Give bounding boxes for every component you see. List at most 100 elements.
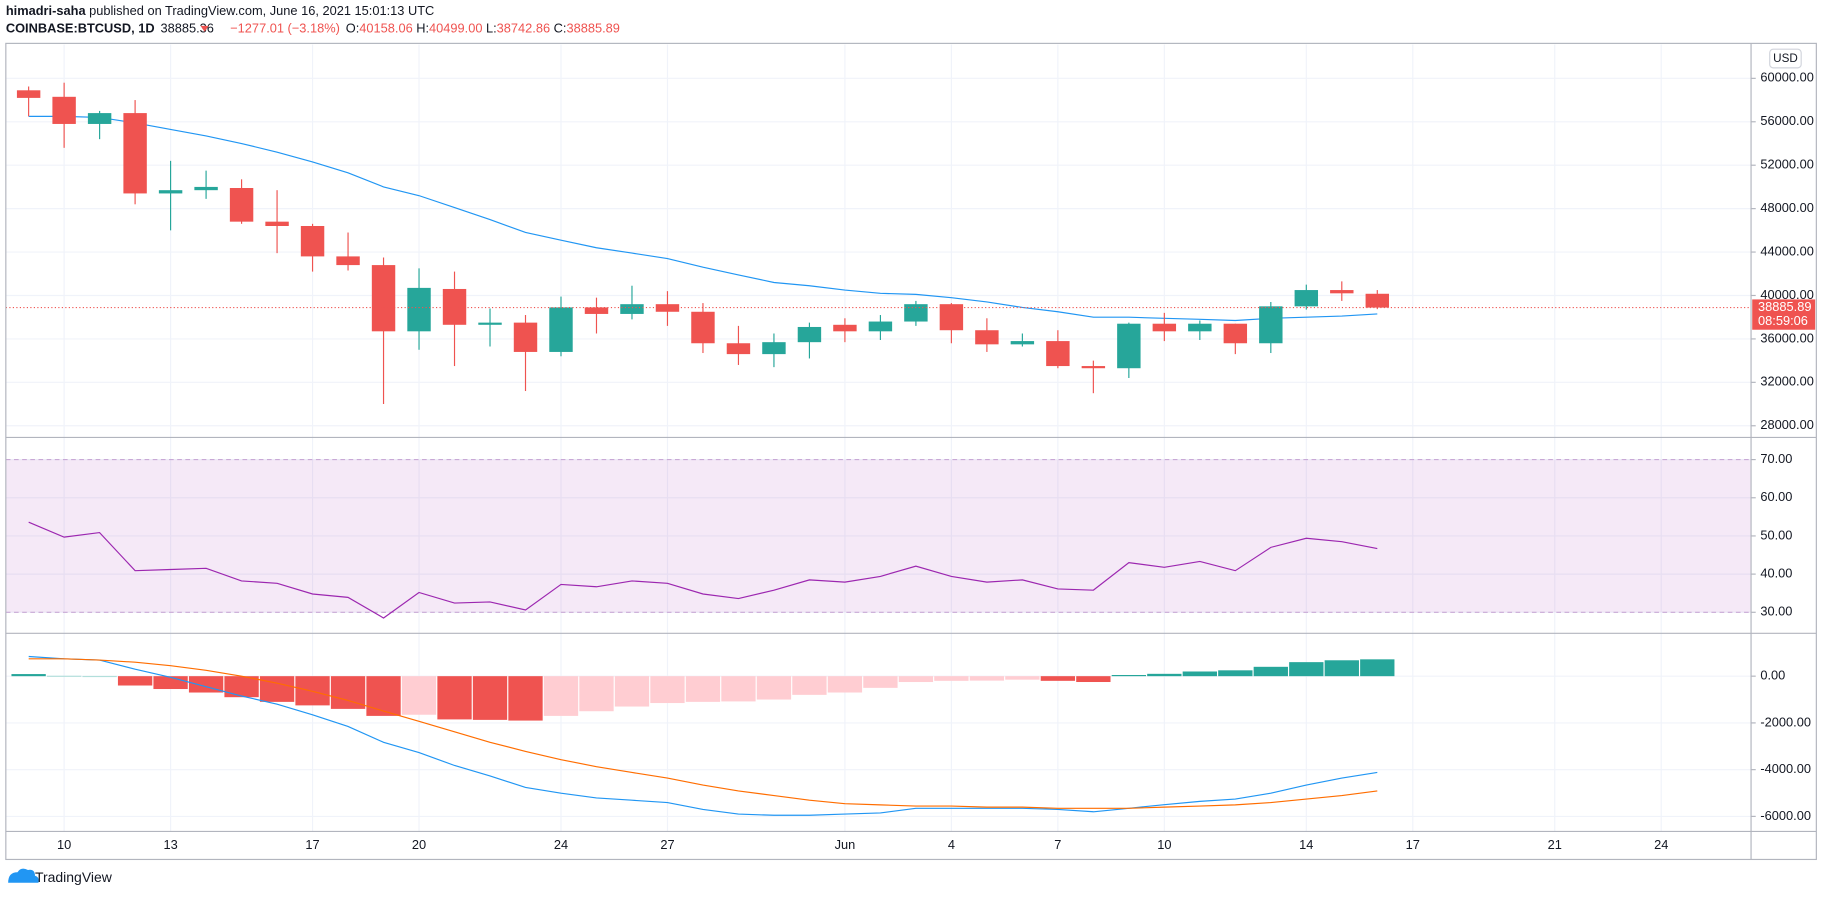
histogram-bar (650, 676, 685, 704)
candle-body (1330, 290, 1354, 294)
brand[interactable]: TradingView (35, 869, 113, 885)
candle-body (478, 322, 502, 325)
candle-body (1365, 293, 1390, 308)
histogram-bar (1111, 674, 1147, 677)
x-tick-label: 14 (1299, 837, 1313, 852)
y-tick-label: -2000.00 (1760, 714, 1811, 729)
candle-body (691, 311, 715, 344)
candle-body (1188, 323, 1212, 332)
ohlc-label: O: (346, 21, 360, 36)
rsi-band (5, 459, 1752, 613)
histogram-bar (756, 676, 792, 700)
ohlc-label: H: (416, 21, 429, 36)
x-tick-label: 24 (554, 837, 568, 852)
histogram-bar (898, 676, 934, 683)
price: 38885.36 (160, 21, 213, 36)
macd-line (28, 658, 1378, 809)
candle-body (868, 321, 893, 332)
histogram-bar (579, 676, 614, 712)
histogram-bar (472, 676, 508, 720)
histogram-bar (366, 676, 401, 716)
y-tick-label: 60000.00 (1760, 70, 1813, 85)
x-tick-label: 17 (305, 837, 319, 852)
unit-label: USD (1773, 52, 1798, 65)
histogram-bar (543, 676, 579, 716)
histogram-bar (934, 676, 969, 681)
down-arrow (200, 25, 209, 32)
candle-body (1081, 366, 1106, 369)
histogram-bar (1040, 676, 1076, 681)
histogram-bar (1253, 666, 1288, 677)
histogram-bar (1076, 676, 1111, 683)
histogram-bar (508, 676, 543, 721)
candle-body (336, 256, 360, 266)
candle-body (549, 307, 573, 352)
candle-body (939, 304, 964, 331)
histogram-bar (827, 676, 863, 693)
y-tick-label: 40.00 (1760, 566, 1792, 581)
candle-body (1046, 341, 1070, 367)
histogram-bar (46, 675, 82, 677)
ohlc-value: 38885.89 (566, 21, 619, 36)
y-tick-label: 0.00 (1760, 668, 1785, 683)
rsi-line (28, 521, 1378, 619)
symbol-line: COINBASE:BTCUSD, 1D 38885.36 −1277.01 (−3.… (6, 21, 620, 36)
last-price-label: 38885.89 (1758, 299, 1811, 314)
candle-body (87, 113, 112, 124)
y-tick-label: 32000.00 (1760, 374, 1813, 389)
histogram-bar (11, 674, 46, 677)
candle-body (1294, 290, 1319, 307)
candle-body (371, 265, 396, 332)
histogram-bar (863, 676, 898, 688)
candle-body (229, 188, 254, 222)
histogram-bar (82, 675, 117, 678)
histogram-bar (685, 676, 721, 702)
macd-line (28, 655, 1378, 816)
candle-body (194, 186, 218, 191)
logo[interactable] (8, 868, 39, 883)
x-tick-label: 10 (57, 837, 71, 852)
histogram-bar (153, 676, 188, 690)
y-tick-label: 56000.00 (1760, 113, 1813, 128)
y-tick-label: 50.00 (1760, 527, 1792, 542)
countdown-label: 08:59:06 (1758, 313, 1808, 328)
histogram-bar (792, 676, 827, 695)
moving-average (28, 115, 1378, 322)
candle-body (1117, 323, 1141, 369)
chart-frame (5, 42, 1817, 861)
candle-body (726, 343, 751, 355)
histogram-bar (1360, 659, 1395, 677)
y-tick-label: 30.00 (1760, 604, 1792, 619)
candle-body (975, 330, 999, 345)
candle-body (442, 288, 467, 325)
symbol: COINBASE:BTCUSD, 1D (6, 21, 155, 36)
header-line: himadri-saha published on TradingView.com… (6, 3, 434, 18)
y-tick-label: 40000.00 (1760, 287, 1813, 302)
x-tick-label: Jun (835, 837, 856, 852)
unit-box (1769, 48, 1802, 69)
histogram-bar (1182, 671, 1217, 677)
y-tick-label: 36000.00 (1760, 330, 1813, 345)
candle-body (584, 307, 609, 314)
candle-body (833, 324, 857, 332)
candle-body (158, 190, 183, 194)
ohlc-value: 38742.86 (497, 21, 550, 36)
y-tick-label: 70.00 (1760, 451, 1792, 466)
x-tick-label: 27 (660, 837, 674, 852)
candle-body (513, 322, 538, 352)
candle-body (1223, 323, 1248, 344)
change: −1277.01 (−3.18%) (230, 21, 340, 36)
candle-body (300, 226, 325, 257)
plot-layer: 10 13 17 20 24 27 Jun 4 7 10 14 17 21 24 60000.00 56000… (5, 44, 1816, 852)
x-tick-label: 7 (1054, 837, 1061, 852)
x-tick-label: 13 (163, 837, 177, 852)
candle-body (407, 287, 431, 332)
histogram-bar (1005, 676, 1040, 680)
ohlc-label: C: (554, 21, 567, 36)
histogram-bar (1147, 673, 1182, 677)
x-tick-label: 17 (1406, 837, 1420, 852)
y-tick-label: 28000.00 (1760, 417, 1813, 432)
y-tick-label: 44000.00 (1760, 243, 1813, 258)
